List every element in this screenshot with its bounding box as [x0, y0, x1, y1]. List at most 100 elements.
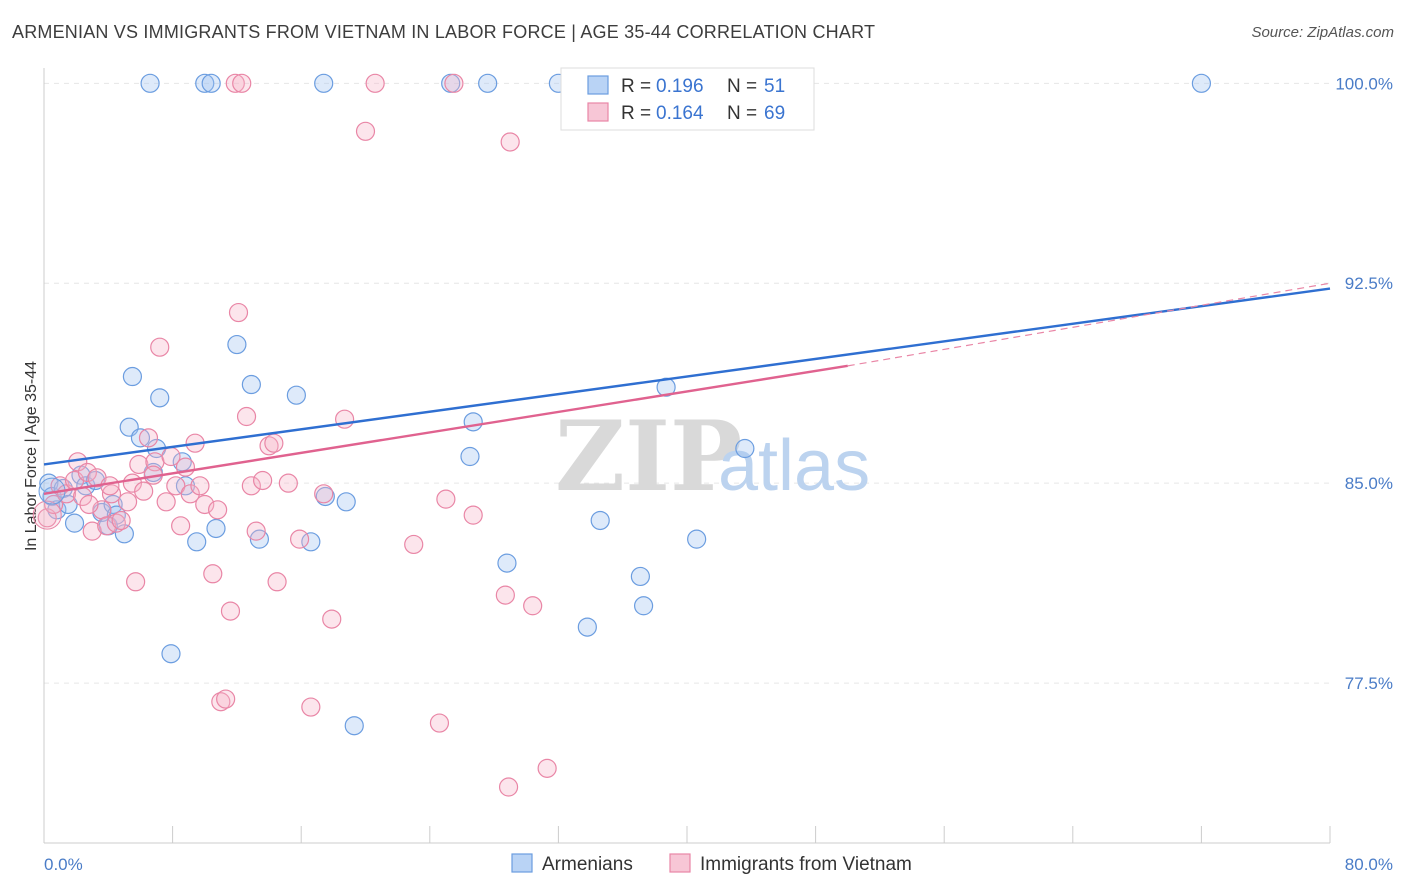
point-vietnam-26 — [171, 516, 191, 536]
point-armenians-49 — [735, 438, 755, 459]
y-tick-label-0: 100.0% — [1335, 74, 1393, 93]
point-armenians-36 — [344, 716, 364, 736]
legend-n-value-0: 51 — [764, 76, 785, 97]
y-tick-label-2: 85.0% — [1345, 474, 1393, 493]
point-vietnam-43 — [253, 470, 273, 491]
legend-r-value-1: 0.164 — [656, 103, 704, 124]
point-armenians-21 — [161, 644, 181, 664]
point-vietnam-49 — [301, 697, 321, 717]
point-vietnam-59 — [463, 505, 483, 525]
point-vietnam-23 — [156, 492, 176, 512]
point-armenians-28 — [227, 334, 247, 355]
point-vietnam-55 — [404, 534, 424, 555]
chart-title: ARMENIAN VS IMMIGRANTS FROM VIETNAM IN L… — [12, 22, 876, 42]
point-vietnam-50 — [314, 484, 334, 504]
point-vietnam-64 — [537, 758, 557, 778]
y-axis-label: In Labor Force | Age 35-44 — [23, 361, 40, 551]
chart-source: Source: ZipAtlas.com — [1251, 24, 1394, 41]
point-vietnam-22 — [150, 337, 170, 357]
point-vietnam-46 — [267, 572, 287, 592]
point-vietnam-19 — [134, 481, 154, 501]
point-armenians-35 — [336, 492, 356, 512]
point-vietnam-41 — [241, 476, 261, 496]
point-armenians-33 — [314, 73, 334, 93]
data-points — [32, 73, 1212, 797]
point-vietnam-31 — [195, 494, 215, 515]
x-tick-label-max: 80.0% — [1345, 855, 1393, 874]
point-armenians-15 — [122, 366, 143, 387]
legend-n-value-1: 69 — [764, 103, 785, 124]
legend-n-label-0: N = — [727, 76, 757, 97]
point-vietnam-14 — [111, 510, 131, 531]
point-armenians-39 — [463, 412, 483, 432]
bottom-legend-label-0: Armenians — [542, 854, 633, 875]
point-vietnam-7 — [77, 462, 98, 483]
point-armenians-41 — [497, 553, 517, 573]
point-vietnam-28 — [180, 484, 200, 504]
legend-r-value-0: 0.196 — [656, 76, 704, 97]
trend-line-armenians — [43, 287, 1331, 466]
point-vietnam-42 — [246, 521, 266, 541]
y-tick-label-3: 77.5% — [1345, 674, 1393, 693]
watermark-zip: ZIP — [555, 400, 742, 513]
point-vietnam-58 — [444, 73, 464, 93]
trend-line-vietnam-extension — [847, 282, 1331, 367]
point-vietnam-8 — [82, 521, 102, 541]
point-vietnam-54 — [365, 73, 385, 93]
y-tick-label-1: 92.5% — [1345, 274, 1393, 293]
x-tick-labels: 0.0% 80.0% — [44, 855, 1393, 874]
point-armenians-46 — [633, 596, 654, 616]
point-vietnam-39 — [232, 73, 252, 93]
point-vietnam-61 — [498, 777, 519, 797]
point-armenians-38 — [460, 446, 480, 467]
point-armenians-44 — [590, 510, 610, 531]
point-vietnam-53 — [355, 121, 376, 141]
point-armenians-50 — [1191, 73, 1212, 93]
point-armenians-25 — [195, 73, 215, 93]
point-vietnam-60 — [495, 585, 515, 605]
point-armenians-31 — [286, 385, 306, 405]
point-vietnam-35 — [216, 689, 236, 709]
point-armenians-26 — [201, 73, 221, 93]
point-vietnam-36 — [220, 601, 241, 621]
bottom-legend-swatch-1 — [669, 853, 691, 873]
point-armenians-20 — [150, 388, 170, 408]
point-armenians-5 — [64, 513, 85, 533]
gridlines — [44, 82, 1330, 684]
point-vietnam-52 — [335, 409, 355, 429]
point-vietnam-48 — [289, 529, 310, 549]
legend-n-label-1: N = — [727, 103, 757, 124]
bottom-legend-label-1: Immigrants from Vietnam — [700, 854, 912, 875]
bottom-legend-swatch-0 — [511, 853, 533, 873]
legend-r-label-0: R = — [621, 76, 651, 97]
point-vietnam-63 — [523, 596, 543, 616]
point-vietnam-33 — [208, 500, 228, 520]
point-vietnam-66 — [79, 494, 99, 515]
point-armenians-27 — [206, 518, 226, 539]
point-vietnam-18 — [129, 454, 149, 475]
point-armenians-16 — [130, 428, 151, 448]
legend-r-label-1: R = — [621, 103, 651, 124]
point-armenians-48 — [687, 529, 707, 549]
watermark-atlas: atlas — [718, 426, 870, 506]
point-vietnam-57 — [436, 489, 456, 509]
point-vietnam-45 — [264, 433, 284, 453]
legend-swatch-0 — [587, 75, 609, 95]
point-vietnam-17 — [126, 572, 146, 592]
point-armenians-24 — [187, 532, 207, 552]
watermark: ZIP atlas — [555, 400, 870, 513]
point-vietnam-25 — [166, 476, 186, 496]
x-tick-label-min: 0.0% — [44, 855, 83, 874]
y-tick-labels: 100.0% 92.5% 85.0% 77.5% — [1335, 74, 1393, 693]
bottom-legend: Armenians Immigrants from Vietnam — [511, 853, 912, 875]
point-vietnam-40 — [236, 406, 257, 427]
axes — [43, 68, 1331, 844]
point-armenians-29 — [241, 374, 261, 395]
point-vietnam-56 — [429, 713, 450, 733]
point-armenians-45 — [630, 566, 650, 587]
trend-lines — [43, 282, 1331, 496]
point-vietnam-37 — [225, 73, 245, 93]
point-vietnam-47 — [278, 473, 298, 493]
point-vietnam-38 — [228, 302, 249, 323]
